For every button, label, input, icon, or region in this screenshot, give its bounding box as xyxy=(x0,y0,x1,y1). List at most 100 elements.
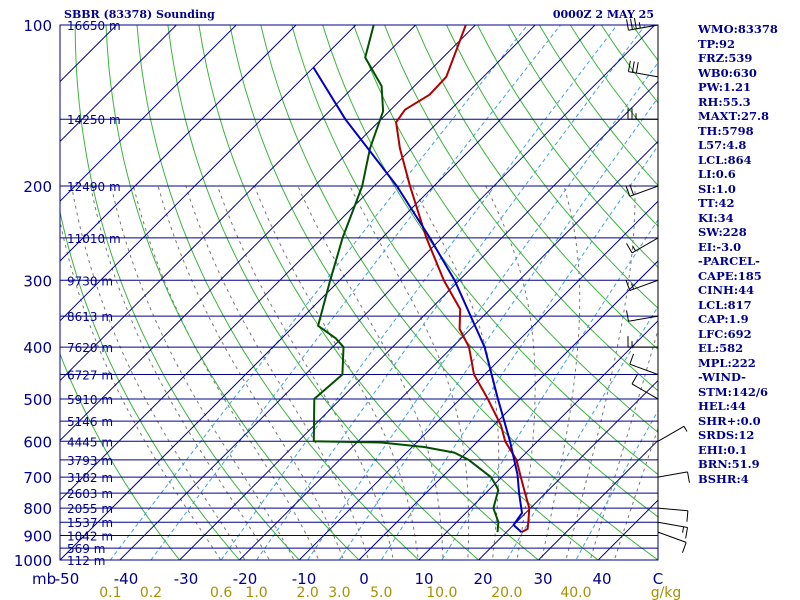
isotherms xyxy=(0,13,658,571)
mixing-ratio-tick-label: 3.0 xyxy=(328,585,350,600)
wind-barb-shaft xyxy=(631,237,659,254)
wind-barb-flag xyxy=(633,17,637,29)
index-value: TT:42 xyxy=(698,196,735,210)
dry-adiabat-line xyxy=(198,25,540,560)
index-value: MAXT:27.8 xyxy=(698,109,769,123)
isotherm-line xyxy=(60,25,237,202)
index-value: WMO:83378 xyxy=(698,22,778,36)
mixing-ratio-line xyxy=(575,409,658,560)
index-value: KI:34 xyxy=(698,210,734,225)
index-value: LI:0.6 xyxy=(698,167,736,181)
temperature-tick-label: 10 xyxy=(414,570,433,588)
pressure-tick-label: 300 xyxy=(23,272,52,290)
wind-barb-shaft xyxy=(629,363,659,375)
chart-timestamp: 0000Z 2 MAY 25 xyxy=(553,8,654,21)
index-value: L57:4.8 xyxy=(698,138,747,152)
mixing-ratio-tick-label: 0.1 xyxy=(99,585,121,600)
wind-barb-shaft xyxy=(628,24,659,31)
isotherm-line xyxy=(537,439,658,560)
isotherm-line xyxy=(0,13,69,571)
pressure-tick-label: 900 xyxy=(23,528,52,546)
mixing-ratio-line xyxy=(506,305,658,560)
index-value: STM:142/6 xyxy=(698,384,769,399)
moist-adiabat-line xyxy=(589,327,658,560)
isotherm-line xyxy=(238,140,658,560)
dry-adiabat-line xyxy=(167,25,480,560)
mixing-ratio-line xyxy=(109,25,528,560)
isotherm-line xyxy=(119,25,656,560)
wind-barb-half-flag xyxy=(632,245,636,252)
moist-adiabat-line xyxy=(157,185,345,560)
index-value: WB0:630 xyxy=(698,65,757,80)
index-value: RH:55.3 xyxy=(698,94,751,109)
height-label: 4445 m xyxy=(67,435,113,449)
height-label: 14250 m xyxy=(67,113,121,127)
chart-title: SBBR (83378) Sounding xyxy=(64,8,215,21)
height-label: 16650 m xyxy=(67,19,121,33)
indices-panel: WMO:83378 TP:92 FRZ:539 WB0:630 PW:1.21 RH:55… xyxy=(698,22,798,486)
wind-barbs xyxy=(625,17,690,553)
dry-adiabat-line xyxy=(477,25,658,268)
dry-adiabat-line xyxy=(60,209,241,560)
wind-barb-shaft xyxy=(628,315,659,322)
height-label: 7620 m xyxy=(67,341,113,355)
dry-adiabat-line xyxy=(353,25,658,433)
isotherm-line xyxy=(298,200,658,560)
wind-barb-shaft xyxy=(628,71,659,78)
wind-barb-half-flag xyxy=(682,526,685,533)
pressure-tick-label: 400 xyxy=(23,339,52,357)
index-value: SRDS:12 xyxy=(698,428,755,442)
mixing-ratio-tick-label: 5.0 xyxy=(370,585,392,600)
height-label: 2055 m xyxy=(67,502,113,516)
dry-adiabat-line xyxy=(446,25,658,309)
temperature-tick-label: -40 xyxy=(114,570,139,588)
moist-adiabat-line xyxy=(297,185,444,560)
wind-barb-flag xyxy=(687,471,690,483)
isotherm-line xyxy=(60,25,357,322)
index-value: EHI:0.1 xyxy=(698,442,748,457)
mixing-ratio-tick-label: 20.0 xyxy=(491,585,522,600)
parcel-line xyxy=(312,66,523,533)
mixing-ratio-tick-label: 40.0 xyxy=(560,585,591,600)
mixing-ratio-line xyxy=(338,96,658,560)
mixing-ratio-line xyxy=(150,25,561,560)
index-value: CINH:44 xyxy=(698,283,755,297)
temperature-tick-label: C xyxy=(653,570,663,588)
pressure-tick-label: 700 xyxy=(23,469,52,487)
index-value: MPL:222 xyxy=(698,355,756,370)
mixing-ratio-tick-label: 2.0 xyxy=(297,585,319,600)
height-label: 11010 m xyxy=(67,232,121,246)
wind-barb-flag xyxy=(681,542,687,553)
isotherm-line xyxy=(358,260,658,560)
index-value: SHR+:0.0 xyxy=(698,413,761,428)
wind-barb-shaft xyxy=(657,471,688,478)
index-value: LFC:692 xyxy=(698,326,752,341)
isotherm-line xyxy=(60,25,417,382)
mixing-ratio-tick-label: 0.2 xyxy=(140,585,162,600)
isotherm-line xyxy=(0,13,9,571)
index-value: BRN:51.9 xyxy=(698,457,760,471)
wind-barb-shaft xyxy=(657,521,688,528)
temperature-tick-label: -10 xyxy=(292,570,317,588)
height-label: 5910 m xyxy=(67,393,113,407)
height-label: 569 m xyxy=(67,542,105,556)
index-value: EI:-3.0 xyxy=(698,239,742,254)
moist-adiabat-line xyxy=(411,185,500,560)
dry-adiabat-line xyxy=(291,25,658,518)
dry-adiabats xyxy=(60,25,658,560)
wind-barb-half-flag xyxy=(683,426,688,432)
moist-adiabat-line xyxy=(349,185,470,560)
plot-frame xyxy=(59,24,659,561)
moist-adiabat-line xyxy=(132,185,320,560)
index-value: SI:1.0 xyxy=(698,181,736,196)
isotherm-line xyxy=(477,379,658,560)
mixing-ratio-unit: g/kg xyxy=(651,585,682,600)
moist-adiabat-line xyxy=(90,186,271,560)
index-value: -PARCEL- xyxy=(698,254,760,268)
index-value: PW:1.21 xyxy=(698,80,752,94)
mixing-ratio-line xyxy=(220,25,618,560)
moist-adiabat-line xyxy=(185,185,370,560)
pressure-tick-label: 1000 xyxy=(14,552,52,570)
index-value: LCL:864 xyxy=(698,152,752,167)
